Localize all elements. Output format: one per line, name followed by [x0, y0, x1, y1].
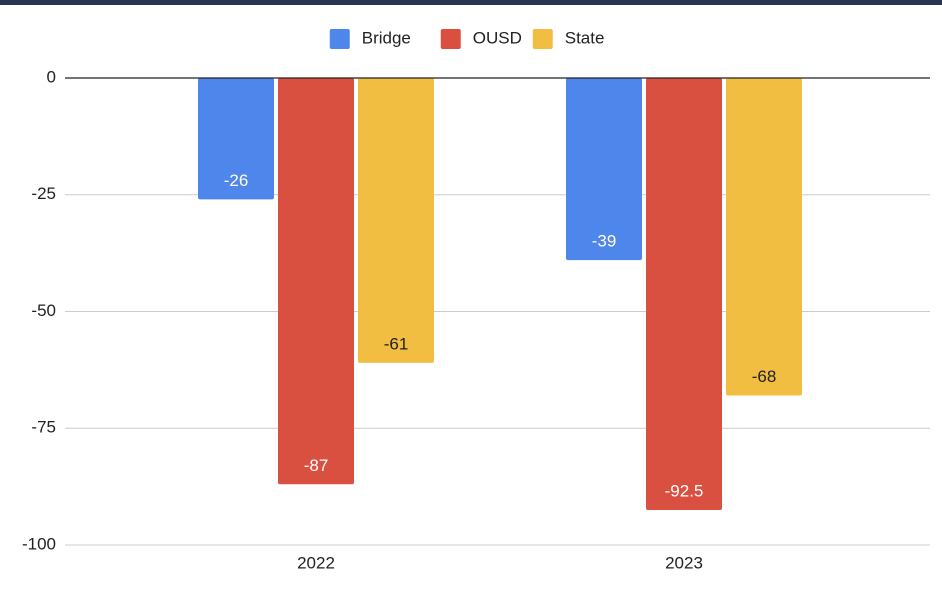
y-tick-label: -50	[31, 301, 56, 320]
legend-swatch	[440, 29, 461, 49]
y-tick-label: -100	[22, 534, 56, 553]
y-tick-label: -75	[31, 418, 56, 437]
data-label: -61	[384, 334, 409, 353]
data-label: -87	[304, 456, 329, 475]
y-tick-label: 0	[47, 67, 56, 86]
data-label: -39	[592, 232, 617, 251]
legend-swatch	[329, 29, 350, 49]
bar	[646, 78, 722, 510]
top-strip	[0, 0, 942, 5]
legend-swatch	[532, 29, 553, 49]
legend-label: OUSD	[473, 28, 522, 47]
bar	[198, 78, 274, 200]
data-label: -26	[224, 171, 249, 190]
x-tick-label: 2022	[297, 553, 335, 572]
bar	[566, 78, 642, 261]
legend-label: Bridge	[362, 28, 411, 47]
data-label: -92.5	[665, 481, 704, 500]
x-tick-label: 2023	[665, 553, 703, 572]
legend-label: State	[565, 28, 605, 47]
bar	[726, 78, 802, 396]
bar	[358, 78, 434, 363]
data-label: -68	[752, 367, 777, 386]
y-tick-label: -25	[31, 184, 56, 203]
bar	[278, 78, 354, 485]
